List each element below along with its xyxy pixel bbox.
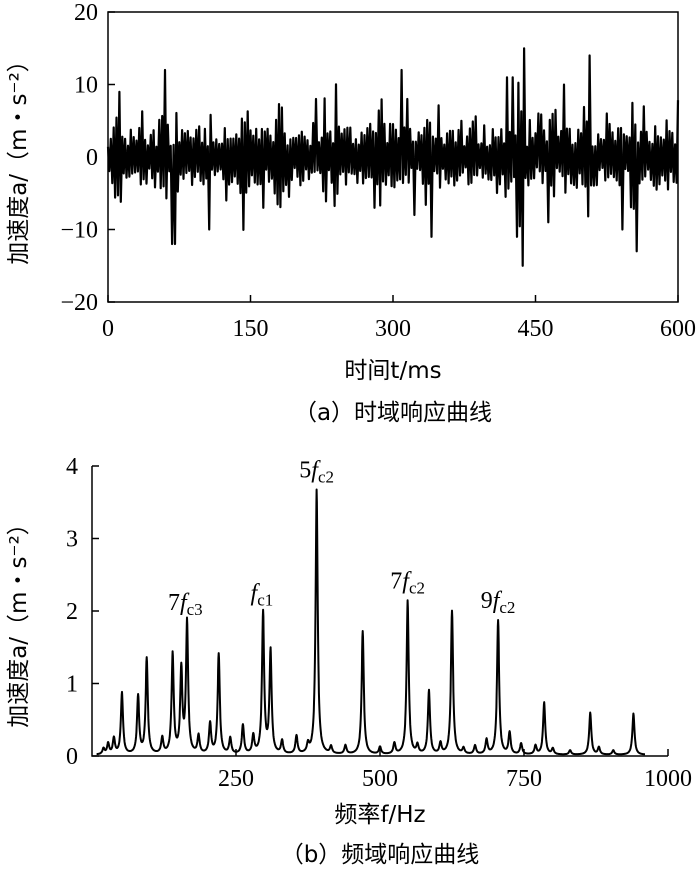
x-tick-label-a: 600 xyxy=(660,316,696,342)
x-tick-label-a: 300 xyxy=(375,316,411,342)
caption-a: （a）时域响应曲线 xyxy=(294,400,492,426)
time-series-line xyxy=(106,47,680,267)
y-tick-label-a: −10 xyxy=(60,218,98,244)
harmonic-annotation: 9fc2 xyxy=(481,588,516,617)
x-tick-label-a: 150 xyxy=(233,316,269,342)
y-tick-label-a: 10 xyxy=(74,73,98,99)
y-tick-label-b: 0 xyxy=(66,744,78,770)
y-tick-label-b: 4 xyxy=(66,454,78,480)
x-tick-label-b: 750 xyxy=(506,766,542,792)
y-tick-label-a: 20 xyxy=(74,0,98,26)
time-domain-chart: 20 10 0 −10 −20 0 150 300 450 600 加速度a/（m・s⁻²） 时… xyxy=(6,0,696,426)
y-tick-label-b: 3 xyxy=(66,527,78,553)
x-axis-label-a: 时间t/ms xyxy=(344,358,441,384)
y-tick-label-b: 1 xyxy=(66,672,78,698)
x-tick-label-a: 450 xyxy=(518,316,554,342)
harmonic-annotation: 7fc2 xyxy=(390,568,425,597)
y-axis-label-b: 加速度a/（m・s⁻²） xyxy=(6,512,32,728)
y-tick-label-a: −20 xyxy=(60,290,98,316)
y-tick-label-a: 0 xyxy=(86,145,98,171)
harmonic-annotation: 5fc2 xyxy=(299,457,334,486)
spectrum-line xyxy=(95,488,646,756)
caption-b: （b）频域响应曲线 xyxy=(281,842,480,868)
y-tick-label-b: 2 xyxy=(66,599,78,625)
y-axis-label-a: 加速度a/（m・s⁻²） xyxy=(6,49,32,265)
harmonic-annotation: fc1 xyxy=(251,581,274,610)
harmonic-annotation: 7fc3 xyxy=(168,590,203,619)
x-tick-label-b: 250 xyxy=(218,766,254,792)
x-axis-label-b: 频率f/Hz xyxy=(334,802,425,828)
x-tick-label-b: 500 xyxy=(362,766,398,792)
x-tick-label-b: 1000 xyxy=(644,766,692,792)
x-tick-label-a: 0 xyxy=(102,316,114,342)
